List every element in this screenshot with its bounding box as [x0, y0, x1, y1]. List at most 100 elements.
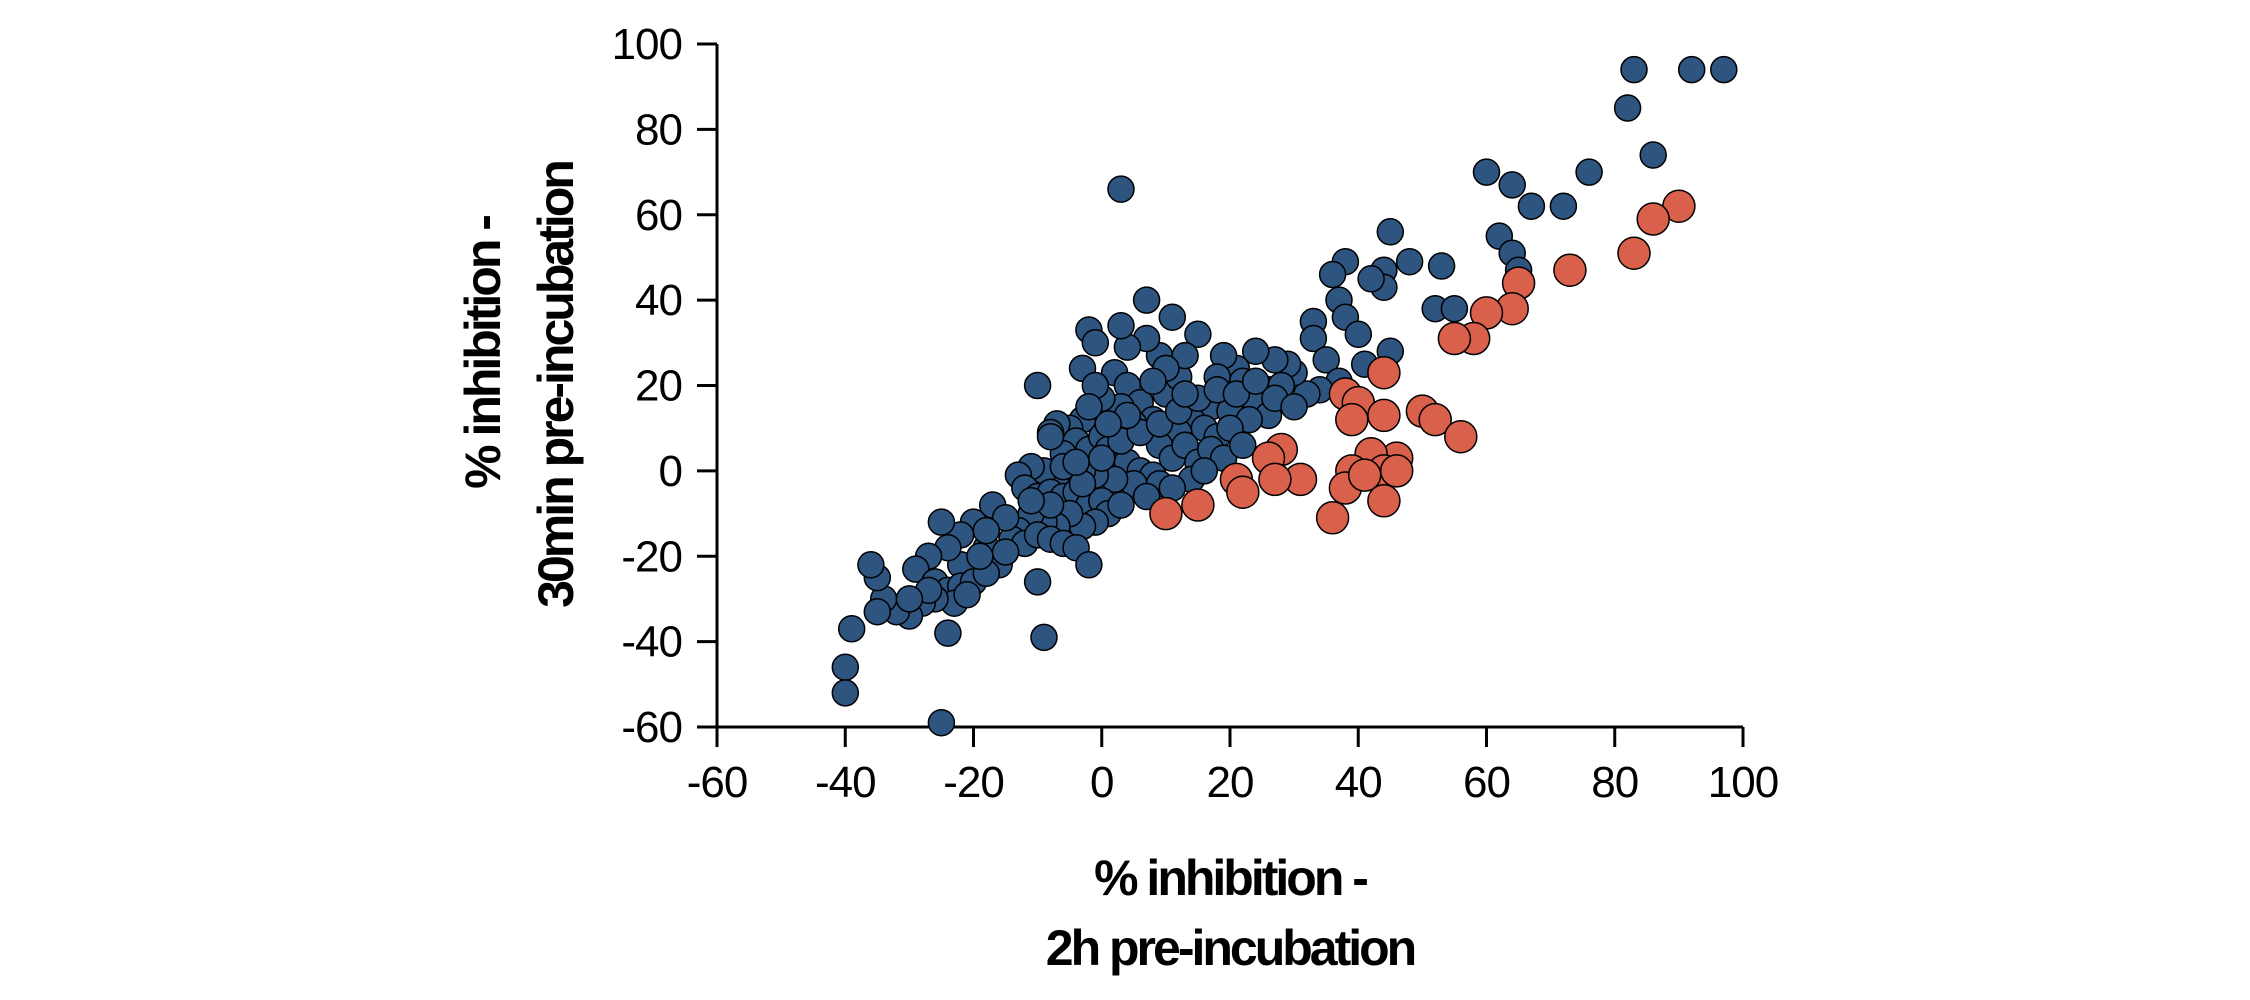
data-point: [1184, 320, 1212, 349]
data-points: [831, 55, 1738, 737]
data-point: [1440, 294, 1469, 323]
data-point: [895, 585, 924, 613]
data-point: [1226, 475, 1260, 509]
data-point: [1620, 55, 1648, 84]
y-tick-label: 0: [659, 447, 682, 496]
data-point: [1677, 55, 1706, 84]
y-tick-label: 40: [635, 276, 682, 325]
data-point: [831, 679, 860, 707]
y-axis-title-line-2: 30min pre-incubation: [528, 162, 584, 608]
data-point: [1335, 402, 1369, 437]
x-tick-label: 0: [1090, 758, 1113, 807]
data-point: [1171, 380, 1199, 408]
data-point: [1318, 260, 1347, 289]
data-point: [863, 597, 892, 626]
data-point: [1062, 448, 1090, 477]
data-point: [1376, 218, 1405, 246]
data-point: [1315, 501, 1350, 535]
x-tick-label: 80: [1591, 758, 1638, 807]
data-point: [1367, 398, 1401, 433]
data-point: [991, 538, 1020, 566]
data-point: [1636, 202, 1670, 236]
x-tick-label: 20: [1207, 758, 1254, 807]
y-tick-label: 80: [635, 105, 682, 154]
data-point: [902, 555, 930, 583]
data-point: [972, 516, 1001, 545]
data-point: [1107, 491, 1135, 519]
data-point: [953, 580, 981, 609]
x-tick-label: 60: [1463, 758, 1510, 807]
y-tick-label: 60: [635, 191, 682, 240]
data-point: [1379, 454, 1414, 488]
data-point: [1075, 551, 1103, 579]
data-point: [1145, 410, 1174, 438]
data-point: [1437, 321, 1472, 356]
data-point: [1710, 55, 1738, 84]
data-point: [1023, 568, 1052, 596]
x-axis-title-line-2: 2h pre-incubation: [1046, 920, 1415, 976]
x-tick-label: 100: [1708, 758, 1778, 807]
x-axis-title-line-1: % inhibition -: [1094, 850, 1367, 906]
data-point: [1575, 158, 1603, 186]
data-point: [1222, 380, 1251, 408]
data-point: [1613, 94, 1642, 122]
data-point: [857, 551, 885, 579]
data-point: [1472, 158, 1501, 186]
data-point: [1036, 422, 1065, 451]
data-point: [1553, 253, 1587, 287]
y-axis-title-line-1: % inhibition -: [455, 216, 511, 489]
data-point: [1171, 341, 1199, 370]
y-axis: -60 -40 -20 0 20 40 60 80 100 % inhibition - 30m…: [455, 20, 719, 752]
data-point: [934, 619, 962, 647]
data-point: [1367, 484, 1401, 518]
data-point: [1132, 286, 1161, 314]
data-point: [1081, 329, 1110, 357]
data-point: [1241, 337, 1270, 366]
data-point: [1229, 431, 1257, 460]
data-point: [1395, 247, 1424, 276]
series-1: [1149, 189, 1696, 535]
x-tick-label: -60: [687, 758, 748, 807]
y-tick-label: 100: [612, 20, 682, 69]
data-point: [1617, 236, 1651, 270]
data-point: [1444, 419, 1478, 454]
data-point: [966, 542, 994, 571]
x-ticks: -60 -40 -20 0 20 40 60 80 100: [687, 727, 1779, 807]
series-0: [831, 55, 1738, 737]
data-point: [927, 508, 956, 536]
data-point: [1549, 192, 1578, 220]
data-point: [1418, 402, 1452, 437]
data-point: [1190, 457, 1219, 485]
data-point: [1357, 265, 1385, 293]
data-point: [1347, 458, 1382, 492]
data-point: [927, 708, 956, 737]
data-point: [1139, 367, 1167, 395]
y-tick-label: -40: [621, 618, 682, 667]
y-tick-label: 20: [635, 362, 682, 411]
data-point: [1280, 393, 1308, 421]
x-tick-label: -20: [943, 758, 1004, 807]
data-point: [1094, 410, 1122, 438]
data-point: [1023, 371, 1052, 400]
y-tick-label: -20: [621, 532, 682, 581]
data-point: [1299, 324, 1328, 353]
x-axis: -60 -40 -20 0 20 40 60 80 100 % inhibition - 2h …: [687, 725, 1779, 976]
data-point: [1149, 496, 1183, 531]
data-point: [1017, 487, 1045, 515]
data-point: [1107, 175, 1135, 203]
data-point: [1344, 320, 1373, 349]
data-point: [1517, 192, 1546, 220]
data-point: [1158, 303, 1187, 331]
data-point: [1075, 393, 1103, 421]
data-point: [1312, 346, 1340, 374]
data-point: [1367, 355, 1401, 390]
data-point: [1427, 252, 1456, 280]
data-point: [1639, 141, 1667, 169]
x-tick-label: -40: [815, 758, 876, 807]
data-point: [831, 653, 860, 681]
y-ticks: -60 -40 -20 0 20 40 60 80 100: [612, 20, 717, 752]
x-tick-label: 40: [1335, 758, 1382, 807]
data-point: [1241, 367, 1270, 395]
data-point: [1030, 623, 1058, 652]
